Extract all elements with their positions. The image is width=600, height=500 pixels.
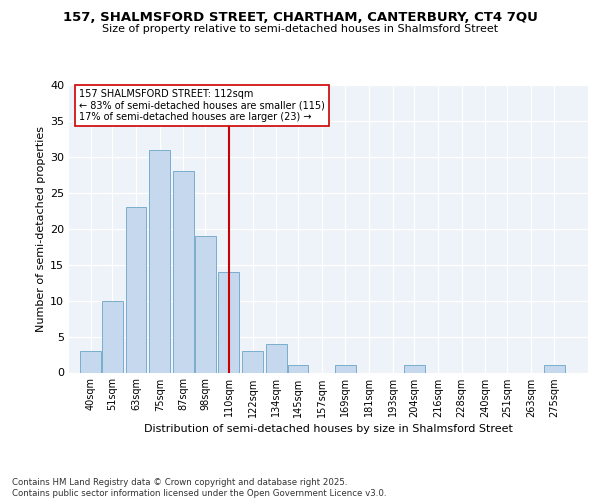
Bar (126, 207, 146, 372)
Text: Size of property relative to semi-detached houses in Shalmsford Street: Size of property relative to semi-detach… (102, 24, 498, 34)
Text: 157, SHALMSFORD STREET, CHARTHAM, CANTERBURY, CT4 7QU: 157, SHALMSFORD STREET, CHARTHAM, CANTER… (62, 11, 538, 24)
Bar (173, 171, 194, 372)
Bar (335, 366, 356, 372)
Bar (195, 236, 215, 372)
Bar (287, 366, 308, 372)
Bar (544, 366, 565, 372)
X-axis label: Distribution of semi-detached houses by size in Shalmsford Street: Distribution of semi-detached houses by … (144, 424, 513, 434)
Bar (80, 351, 101, 372)
Bar (404, 366, 425, 372)
Bar (242, 351, 263, 372)
Bar (149, 150, 170, 372)
Bar (102, 300, 123, 372)
Bar (266, 344, 287, 372)
Y-axis label: Number of semi-detached properties: Number of semi-detached properties (36, 126, 46, 332)
Text: Contains HM Land Registry data © Crown copyright and database right 2025.
Contai: Contains HM Land Registry data © Crown c… (12, 478, 386, 498)
Text: 157 SHALMSFORD STREET: 112sqm
← 83% of semi-detached houses are smaller (115)
17: 157 SHALMSFORD STREET: 112sqm ← 83% of s… (79, 88, 325, 122)
Bar (218, 272, 239, 372)
